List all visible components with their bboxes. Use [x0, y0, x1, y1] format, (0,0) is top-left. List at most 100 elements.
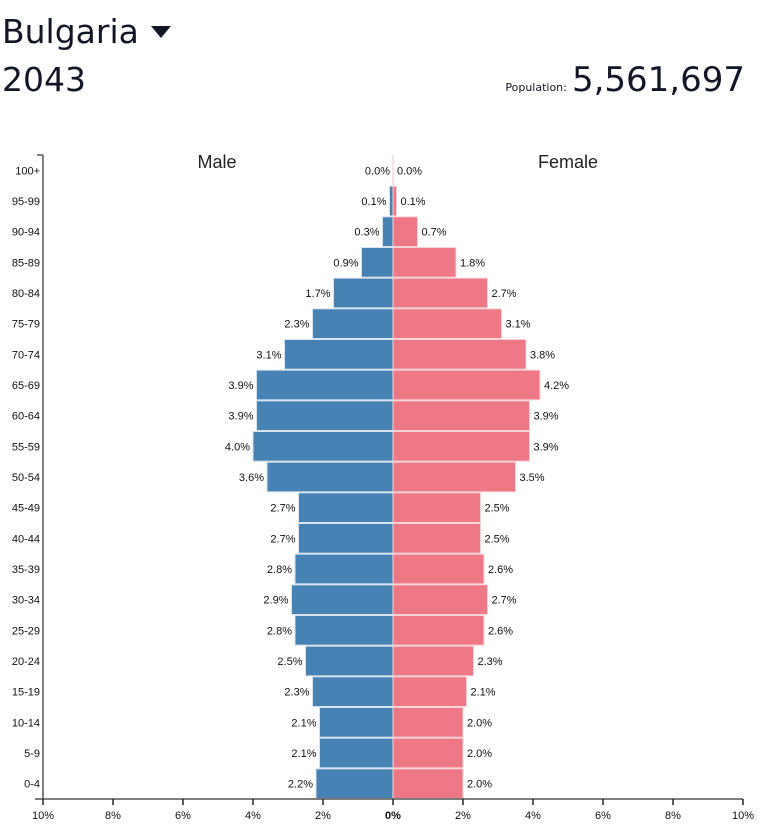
bar-male-15-19[interactable]: [312, 676, 394, 707]
y-tick-label: 45-49: [12, 503, 40, 515]
value-label-male: 2.5%: [277, 656, 302, 668]
value-label-female: 4.2%: [544, 380, 569, 392]
bar-female-65-69[interactable]: [392, 369, 541, 401]
value-label-male: 0.1%: [361, 196, 386, 208]
value-label-female: 2.7%: [492, 595, 517, 607]
value-label-male: 2.8%: [267, 625, 292, 637]
legend-male: Male: [197, 152, 236, 172]
bar-female-30-34[interactable]: [392, 584, 488, 615]
value-label-female: 3.5%: [520, 472, 545, 484]
x-tick-label: 8%: [105, 810, 121, 822]
value-label-male: 1.7%: [305, 288, 330, 300]
value-label-male: 2.1%: [291, 717, 316, 729]
bar-female-45-49[interactable]: [392, 492, 481, 524]
bar-male-50-54[interactable]: [266, 461, 394, 493]
y-tick-label: 25-29: [12, 625, 40, 637]
bar-male-10-14[interactable]: [319, 707, 394, 738]
value-label-male: 3.6%: [239, 472, 264, 484]
x-tick-label: 10%: [32, 810, 54, 822]
y-tick-label: 95-99: [12, 196, 40, 208]
bar-female-25-29[interactable]: [392, 615, 485, 646]
value-label-male: 3.9%: [228, 411, 253, 423]
value-label-female: 0.7%: [422, 227, 447, 239]
bar-male-35-39[interactable]: [294, 553, 394, 585]
value-label-male: 2.2%: [288, 779, 313, 791]
value-label-male: 2.1%: [291, 748, 316, 760]
value-label-female: 2.5%: [485, 533, 510, 545]
population-label: Population:: [505, 81, 567, 94]
bar-female-75-79[interactable]: [392, 308, 502, 340]
bar-male-65-69[interactable]: [256, 369, 394, 401]
y-tick-label: 60-64: [12, 411, 40, 423]
bar-female-0-4[interactable]: [392, 768, 464, 799]
bar-male-45-49[interactable]: [298, 492, 394, 524]
value-label-female: 3.9%: [534, 441, 559, 453]
bar-male-80-84[interactable]: [333, 277, 394, 309]
x-tick-label: 2%: [315, 810, 331, 822]
bar-male-20-24[interactable]: [305, 645, 394, 677]
bar-male-0-4[interactable]: [315, 768, 394, 799]
value-label-female: 0.0%: [397, 165, 422, 177]
bar-male-60-64[interactable]: [256, 400, 394, 432]
value-label-female: 2.6%: [488, 625, 513, 637]
bar-female-40-44[interactable]: [392, 523, 481, 554]
value-label-male: 2.3%: [284, 687, 309, 699]
caret-down-icon[interactable]: [150, 25, 171, 38]
value-label-female: 2.6%: [488, 564, 513, 576]
bar-female-15-19[interactable]: [392, 676, 467, 707]
y-tick-label: 5-9: [24, 748, 40, 760]
y-tick-label: 80-84: [12, 288, 40, 300]
population-value: 5,561,697: [571, 60, 745, 100]
value-label-male: 4.0%: [225, 441, 250, 453]
value-label-female: 2.0%: [467, 717, 492, 729]
bar-male-30-34[interactable]: [291, 584, 394, 615]
bar-male-75-79[interactable]: [312, 308, 394, 340]
value-label-female: 0.1%: [401, 196, 426, 208]
bar-female-35-39[interactable]: [392, 553, 485, 585]
y-tick-label: 65-69: [12, 380, 40, 392]
y-tick-label: 40-44: [12, 533, 40, 545]
x-tick-label: 0%: [385, 810, 401, 822]
bar-female-50-54[interactable]: [392, 461, 516, 493]
bar-female-20-24[interactable]: [392, 645, 474, 677]
bar-male-40-44[interactable]: [298, 523, 394, 554]
y-tick-label: 75-79: [12, 319, 40, 331]
y-tick-label: 30-34: [12, 595, 40, 607]
bar-male-5-9[interactable]: [319, 737, 394, 769]
y-tick-label: 85-89: [12, 257, 40, 269]
country-name: Bulgaria: [2, 12, 139, 51]
x-tick-label: 4%: [245, 810, 261, 822]
bar-female-90-94[interactable]: [392, 216, 418, 247]
value-label-male: 3.9%: [228, 380, 253, 392]
bar-female-10-14[interactable]: [392, 707, 464, 738]
bar-female-5-9[interactable]: [392, 737, 464, 769]
y-tick-label: 90-94: [12, 227, 40, 239]
bar-female-60-64[interactable]: [392, 400, 530, 432]
bar-female-55-59[interactable]: [392, 431, 530, 462]
value-label-female: 2.0%: [467, 748, 492, 760]
value-label-male: 2.8%: [267, 564, 292, 576]
bar-female-80-84[interactable]: [392, 277, 488, 309]
bar-male-95-99[interactable]: [389, 185, 394, 217]
bar-male-25-29[interactable]: [294, 615, 394, 646]
y-tick-label: 0-4: [24, 779, 40, 791]
value-label-female: 3.8%: [530, 349, 555, 361]
bar-male-85-89[interactable]: [361, 247, 394, 278]
x-tick-label: 8%: [665, 810, 681, 822]
y-tick-label: 50-54: [12, 472, 40, 484]
value-label-female: 2.1%: [471, 687, 496, 699]
bar-male-70-74[interactable]: [284, 339, 394, 370]
bar-female-85-89[interactable]: [392, 247, 457, 278]
bar-male-55-59[interactable]: [252, 431, 394, 462]
x-tick-label: 4%: [525, 810, 541, 822]
bar-male-90-94[interactable]: [382, 216, 394, 247]
bar-female-70-74[interactable]: [392, 339, 527, 370]
x-tick-label: 2%: [455, 810, 471, 822]
value-label-female: 2.5%: [485, 503, 510, 515]
country-selector[interactable]: Bulgaria: [2, 10, 171, 54]
value-label-female: 2.0%: [467, 779, 492, 791]
value-label-male: 0.3%: [354, 227, 379, 239]
year-label: 2043: [2, 60, 86, 99]
bar-female-95-99[interactable]: [392, 185, 397, 217]
